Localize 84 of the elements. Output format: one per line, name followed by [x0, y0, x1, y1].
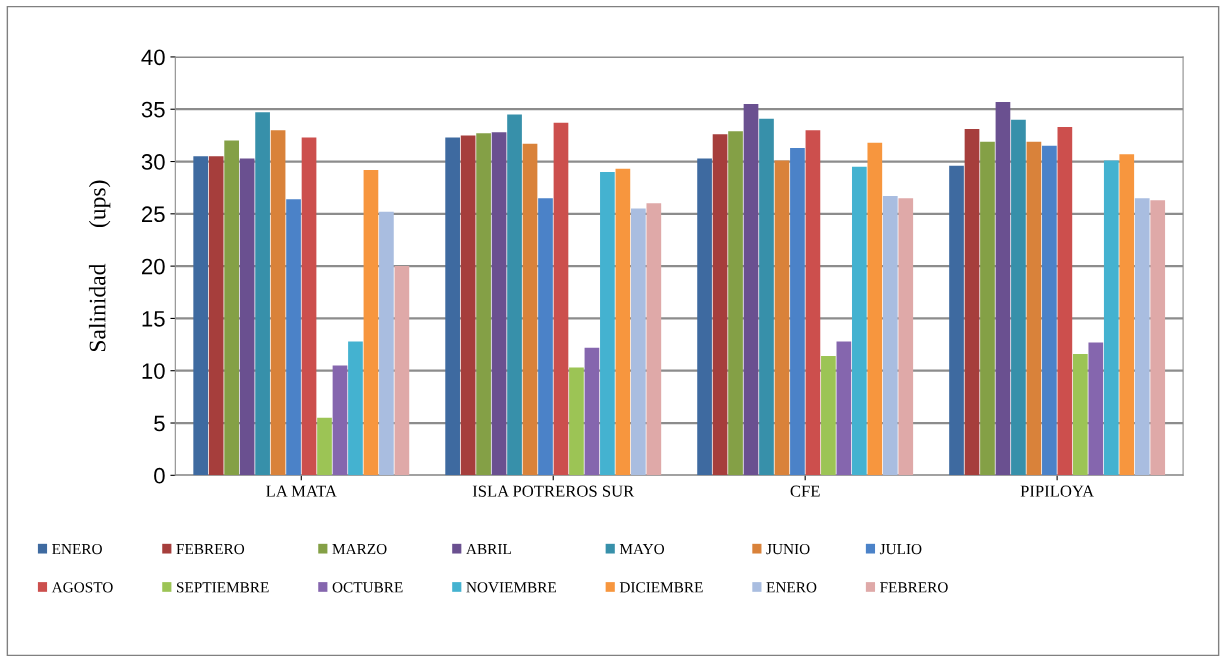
- bar: [553, 122, 569, 476]
- y-tick-label: 0: [154, 467, 165, 484]
- bar: [1011, 119, 1026, 476]
- bar: [522, 143, 538, 476]
- bar: [995, 101, 1011, 476]
- bar: [774, 160, 790, 476]
- bar: [882, 196, 898, 476]
- bar: [790, 147, 805, 476]
- bar: [394, 266, 410, 476]
- legend-label: NOVIEMBRE: [466, 582, 556, 593]
- bar: [867, 142, 883, 476]
- legend-label: OCTUBRE: [332, 582, 403, 593]
- y-tick-label: 20: [142, 258, 165, 275]
- bar: [317, 417, 332, 476]
- bar: [600, 171, 615, 476]
- legend-label: SEPTIEMBRE: [177, 582, 269, 593]
- bar: [208, 156, 224, 476]
- bar: [631, 208, 646, 476]
- y-tick-label: 10: [142, 363, 165, 379]
- legend-label: FEBRERO: [880, 582, 948, 593]
- bar: [821, 356, 836, 476]
- legend-label: AGOSTO: [51, 582, 113, 593]
- bar: [348, 341, 363, 476]
- bar: [759, 118, 774, 476]
- y-tick-label: 35: [141, 101, 165, 118]
- bar: [224, 140, 239, 476]
- legend-label: MAYO: [619, 543, 665, 555]
- y-tick-label: 15: [142, 311, 165, 327]
- legend-label: DICIEMBRE: [619, 582, 703, 593]
- bar: [1150, 200, 1166, 476]
- legend-label: JULIO: [879, 543, 922, 555]
- bar: [363, 169, 379, 476]
- bar: [1088, 342, 1104, 476]
- bar: [836, 341, 852, 476]
- legend-label: ABRIL: [466, 543, 511, 555]
- bar: [379, 211, 394, 476]
- bar: [743, 104, 759, 476]
- x-tick-label: LA MATA: [266, 485, 337, 497]
- bar: [569, 367, 584, 476]
- x-tick-label: ISLA POTREROS SUR: [472, 485, 635, 497]
- bar: [712, 134, 728, 476]
- bar: [193, 156, 209, 476]
- y-tick-label: 25: [142, 206, 165, 223]
- bar: [646, 203, 662, 476]
- bar: [1072, 353, 1088, 476]
- bar: [476, 133, 491, 476]
- bar: [949, 165, 964, 476]
- bar: [270, 130, 286, 476]
- bar: [728, 131, 743, 476]
- bar: [898, 198, 914, 476]
- legend-label: MARZO: [332, 543, 387, 555]
- bar: [491, 132, 507, 476]
- bar: [445, 137, 460, 476]
- y-axis-title: Salinidad (ups): [88, 180, 111, 352]
- bar: [584, 347, 600, 476]
- x-tick-label: PIPILOYA: [1020, 485, 1095, 497]
- bar: [286, 199, 301, 476]
- y-tick-label: 5: [154, 415, 165, 432]
- bar: [1042, 145, 1057, 476]
- bar: [507, 114, 522, 476]
- bar: [1103, 160, 1119, 476]
- y-tick-label: 30: [141, 154, 165, 170]
- legend-label: JUNIO: [766, 543, 810, 555]
- bar: [851, 166, 867, 476]
- legend-label: FEBRERO: [176, 543, 245, 555]
- bar: [1057, 127, 1073, 476]
- bar: [332, 365, 348, 476]
- legend-label: ENERO: [52, 543, 102, 555]
- bar: [301, 137, 317, 476]
- bar: [239, 158, 255, 476]
- bar: [1134, 198, 1150, 476]
- bar: [538, 198, 553, 476]
- bar: [460, 135, 476, 476]
- bar: [697, 158, 712, 476]
- bar: [980, 141, 995, 476]
- x-tick-label: CFE: [790, 485, 820, 497]
- bar: [615, 168, 631, 476]
- legend-label: ENERO: [766, 582, 817, 593]
- bar: [805, 130, 821, 476]
- bar: [1119, 154, 1135, 476]
- bar: [964, 129, 980, 476]
- bar: [1026, 141, 1042, 476]
- y-tick-label: 40: [141, 49, 165, 66]
- bar: [255, 112, 270, 476]
